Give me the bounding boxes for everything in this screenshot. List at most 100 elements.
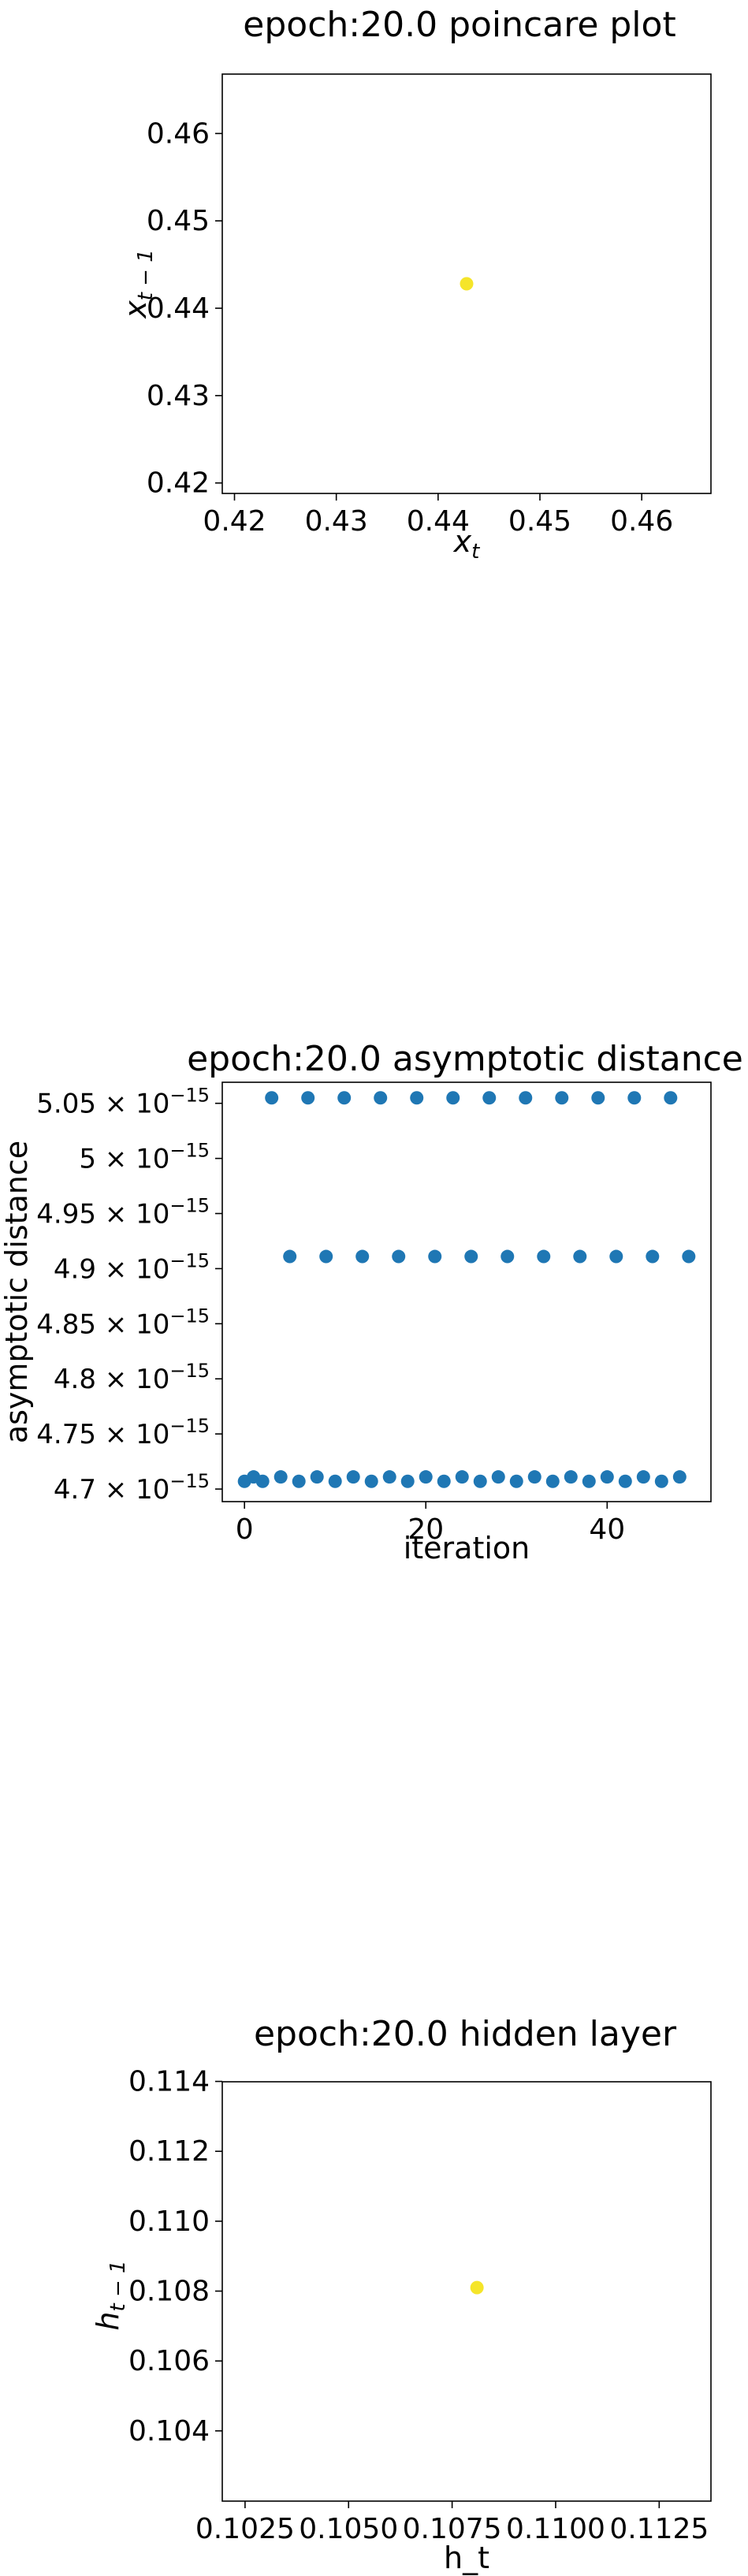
poincare-y-ticks: 0.42 0.43 0.44 0.45 0.46 xyxy=(147,117,222,500)
asymptotic-data-point xyxy=(482,1091,497,1105)
poincare-y-tick-label: 0.44 xyxy=(147,292,210,325)
poincare-y-label: xt − 1 xyxy=(118,249,158,319)
asymptotic-data-point xyxy=(573,1249,587,1264)
asymptotic-data-point xyxy=(582,1474,596,1488)
hidden-layer-y-tick-label: 0.114 xyxy=(128,2066,210,2098)
hidden-layer-x-tick-label: 0.1125 xyxy=(609,2513,709,2545)
asymptotic-data-point xyxy=(564,1470,578,1484)
hidden-layer-title: epoch:20.0 hidden layer xyxy=(254,2014,677,2054)
hidden-layer-y-tick-label: 0.104 xyxy=(128,2415,210,2448)
hidden-layer-x-tick-label: 0.1025 xyxy=(195,2513,295,2545)
asymptotic-distance-chart: epoch:20.0 asymptotic distance 0 20 40 4.7… xyxy=(0,1039,743,1565)
asymptotic-data-point xyxy=(537,1249,551,1264)
asymptotic-y-tick-label: 5.05 × 10−15 xyxy=(36,1085,210,1120)
hidden-layer-y-tick-label: 0.112 xyxy=(128,2135,210,2168)
asymptotic-y-tick-label: 4.8 × 10−15 xyxy=(54,1360,210,1395)
hidden-layer-data-point xyxy=(470,2280,484,2295)
asymptotic-data-point xyxy=(346,1470,360,1484)
asymptotic-data-point xyxy=(382,1470,396,1484)
asymptotic-y-tick-label: 5 × 10−15 xyxy=(79,1140,210,1175)
asymptotic-title: epoch:20.0 asymptotic distance xyxy=(187,1039,743,1079)
asymptotic-data-point xyxy=(428,1249,442,1264)
poincare-y-tick-label: 0.46 xyxy=(147,117,210,150)
hidden-layer-chart: epoch:20.0 hidden layer 0.1025 0.1050 0.10… xyxy=(91,2014,712,2575)
asymptotic-y-ticks: 4.7 × 10−15 4.75 × 10−15 4.8 × 10−15 4.85 ×… xyxy=(36,1085,222,1506)
hidden-layer-x-ticks: 0.1025 0.1050 0.1075 0.1100 0.1125 xyxy=(195,2501,709,2545)
asymptotic-data-point xyxy=(364,1474,378,1488)
asymptotic-data-point xyxy=(519,1091,533,1105)
asymptotic-data-point xyxy=(328,1474,342,1488)
asymptotic-data-point xyxy=(274,1470,288,1484)
asymptotic-data-point xyxy=(609,1249,623,1264)
asymptotic-data-point xyxy=(392,1249,406,1264)
asymptotic-data-point xyxy=(664,1091,678,1105)
hidden-layer-x-tick-label: 0.1075 xyxy=(403,2513,502,2545)
asymptotic-data-point xyxy=(419,1470,433,1484)
asymptotic-data-point xyxy=(255,1474,270,1488)
asymptotic-data-point xyxy=(464,1249,478,1264)
hidden-layer-points xyxy=(470,2280,484,2295)
poincare-x-tick-label: 0.46 xyxy=(610,505,673,538)
asymptotic-y-tick-label: 4.95 × 10−15 xyxy=(36,1195,210,1230)
hidden-layer-y-tick-label: 0.108 xyxy=(128,2276,210,2308)
asymptotic-data-point xyxy=(509,1474,523,1488)
asymptotic-data-point xyxy=(410,1091,424,1105)
hidden-layer-x-tick-label: 0.1050 xyxy=(299,2513,398,2545)
poincare-chart: epoch:20.0 poincare plot 0.42 0.43 0.44 0.4… xyxy=(118,5,712,564)
asymptotic-x-ticks: 0 20 40 xyxy=(236,1502,625,1546)
hidden-layer-x-label: h_t xyxy=(444,2541,489,2575)
asymptotic-points xyxy=(237,1091,696,1488)
asymptotic-y-label: asymptotic distance xyxy=(0,1141,34,1443)
asymptotic-data-point xyxy=(501,1249,515,1264)
asymptotic-data-point xyxy=(654,1474,668,1488)
asymptotic-data-point xyxy=(555,1091,569,1105)
hidden-layer-y-tick-label: 0.106 xyxy=(128,2345,210,2377)
asymptotic-data-point xyxy=(337,1091,352,1105)
asymptotic-data-point xyxy=(265,1091,279,1105)
asymptotic-data-point xyxy=(473,1474,487,1488)
poincare-y-tick-label: 0.42 xyxy=(147,467,210,500)
poincare-x-tick-label: 0.45 xyxy=(508,505,571,538)
asymptotic-data-point xyxy=(319,1249,333,1264)
hidden-layer-plot-area xyxy=(221,2081,712,2502)
asymptotic-data-point xyxy=(283,1249,297,1264)
asymptotic-y-tick-label: 4.75 × 10−15 xyxy=(36,1415,210,1450)
asymptotic-data-point xyxy=(527,1470,541,1484)
poincare-y-tick-label: 0.43 xyxy=(147,380,210,412)
asymptotic-data-point xyxy=(310,1470,324,1484)
asymptotic-data-point xyxy=(672,1470,687,1484)
asymptotic-data-point xyxy=(355,1249,370,1264)
poincare-x-tick-label: 0.42 xyxy=(203,505,266,538)
asymptotic-y-tick-label: 4.85 × 10−15 xyxy=(36,1305,210,1340)
asymptotic-data-point xyxy=(455,1470,469,1484)
asymptotic-x-tick-label: 20 xyxy=(407,1513,444,1546)
poincare-x-tick-label: 0.44 xyxy=(407,505,470,538)
asymptotic-data-point xyxy=(636,1470,650,1484)
asymptotic-plot-area xyxy=(221,1081,712,1502)
asymptotic-y-tick-label: 4.7 × 10−15 xyxy=(54,1470,210,1506)
asymptotic-x-tick-label: 0 xyxy=(236,1513,254,1546)
asymptotic-x-label: iteration xyxy=(404,1531,530,1565)
poincare-x-ticks: 0.42 0.43 0.44 0.45 0.46 xyxy=(203,493,673,538)
asymptotic-data-point xyxy=(446,1091,460,1105)
asymptotic-data-point xyxy=(400,1474,415,1488)
asymptotic-data-point xyxy=(682,1249,696,1264)
poincare-x-tick-label: 0.43 xyxy=(305,505,368,538)
hidden-layer-y-label: ht − 1 xyxy=(91,2260,130,2330)
asymptotic-data-point xyxy=(646,1249,660,1264)
asymptotic-data-point xyxy=(618,1474,632,1488)
hidden-layer-y-tick-label: 0.110 xyxy=(128,2206,210,2238)
poincare-points xyxy=(460,277,474,291)
poincare-y-tick-label: 0.45 xyxy=(147,205,210,237)
asymptotic-data-point xyxy=(591,1091,605,1105)
hidden-layer-y-ticks: 0.104 0.106 0.108 0.110 0.112 0.114 xyxy=(128,2066,222,2448)
poincare-data-point xyxy=(460,277,474,291)
asymptotic-data-point xyxy=(301,1091,315,1105)
hidden-layer-x-tick-label: 0.1100 xyxy=(506,2513,605,2545)
poincare-plot-area xyxy=(221,73,712,494)
asymptotic-data-point xyxy=(374,1091,388,1105)
asymptotic-data-point xyxy=(292,1474,306,1488)
asymptotic-data-point xyxy=(627,1091,642,1105)
asymptotic-x-tick-label: 40 xyxy=(589,1513,625,1546)
